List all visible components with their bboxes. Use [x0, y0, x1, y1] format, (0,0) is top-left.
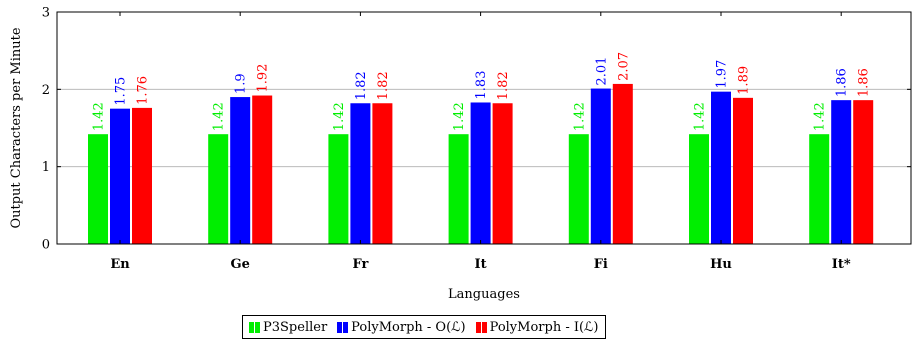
data-labels: 1.42 1.75 1.76 1.42 1.9 1.92 1.42 1.82 1.82 1.42 1…	[92, 52, 872, 131]
legend-swatch	[337, 321, 349, 333]
bar	[448, 134, 469, 244]
x-tick-label: En	[110, 257, 130, 272]
legend-item-polymorph-o: PolyMorph - O(ℒ)	[337, 319, 466, 335]
legend-swatch	[475, 321, 487, 333]
data-label: 1.42	[452, 102, 467, 131]
bar	[132, 107, 152, 244]
bar	[230, 97, 251, 244]
x-tick-label: Hu	[710, 257, 732, 272]
data-label: 1.82	[496, 71, 511, 100]
data-label: 1.82	[376, 71, 391, 100]
legend: P3Speller PolyMorph - O(ℒ) PolyMorph - I…	[242, 315, 606, 339]
data-label: 1.76	[136, 76, 151, 105]
legend-swatch	[249, 321, 260, 333]
data-label: 1.42	[813, 102, 828, 131]
bar	[831, 100, 852, 244]
bar	[372, 103, 393, 245]
data-label: 1.42	[212, 102, 227, 131]
x-tick-label: It*	[832, 257, 851, 272]
data-label: 2.01	[594, 57, 609, 86]
data-label: 1.9	[234, 73, 249, 94]
legend-label: P3Speller	[263, 319, 328, 335]
legend-item-p3speller: P3Speller	[249, 320, 327, 335]
bar	[612, 83, 633, 244]
legend-item-polymorph-i: PolyMorph - I(ℒ)	[475, 319, 599, 335]
bar	[328, 134, 349, 244]
bar	[470, 102, 491, 244]
data-label: 1.42	[332, 102, 347, 131]
axis-ticks: 0 1 2 3 En Ge Fr It Fi Hu It*	[42, 6, 911, 272]
data-label: 1.42	[92, 102, 107, 131]
x-tick-label: Fi	[594, 257, 608, 272]
bar-group	[88, 83, 874, 245]
bar	[492, 103, 513, 245]
y-tick-label: 1	[42, 160, 50, 175]
legend-label: PolyMorph - O(ℒ)	[351, 319, 466, 335]
plot-frame	[56, 11, 912, 245]
bar	[590, 88, 611, 244]
y-tick-label: 2	[42, 83, 50, 98]
data-label: 1.86	[857, 68, 872, 97]
bar	[88, 134, 108, 244]
data-label: 1.82	[354, 71, 369, 100]
bar	[733, 97, 753, 244]
x-tick-label: It	[475, 257, 487, 272]
data-label: 1.42	[572, 102, 587, 131]
bar	[568, 134, 589, 244]
data-label: 1.97	[715, 60, 730, 89]
bar	[853, 100, 874, 244]
bar	[350, 103, 371, 245]
data-label: 1.42	[693, 102, 708, 131]
y-tick-label: 3	[42, 6, 50, 21]
y-tick-label: 0	[42, 238, 50, 253]
y-axis-label: Output Characters per Minute	[9, 27, 24, 228]
bar	[252, 95, 273, 245]
bar	[110, 108, 130, 245]
data-label: 1.86	[835, 68, 850, 97]
x-axis-label: Languages	[448, 287, 520, 302]
data-label: 1.83	[474, 71, 489, 100]
data-label: 1.75	[114, 77, 129, 106]
x-tick-label: Fr	[352, 257, 368, 272]
legend-label: PolyMorph - I(ℒ)	[489, 319, 599, 335]
data-label: 1.89	[737, 66, 752, 95]
bar	[689, 134, 709, 244]
bar	[711, 91, 731, 244]
data-label: 1.92	[256, 64, 271, 93]
bar	[809, 134, 830, 244]
x-tick-label: Ge	[231, 257, 250, 272]
bar	[208, 134, 229, 244]
data-label: 2.07	[616, 52, 631, 81]
